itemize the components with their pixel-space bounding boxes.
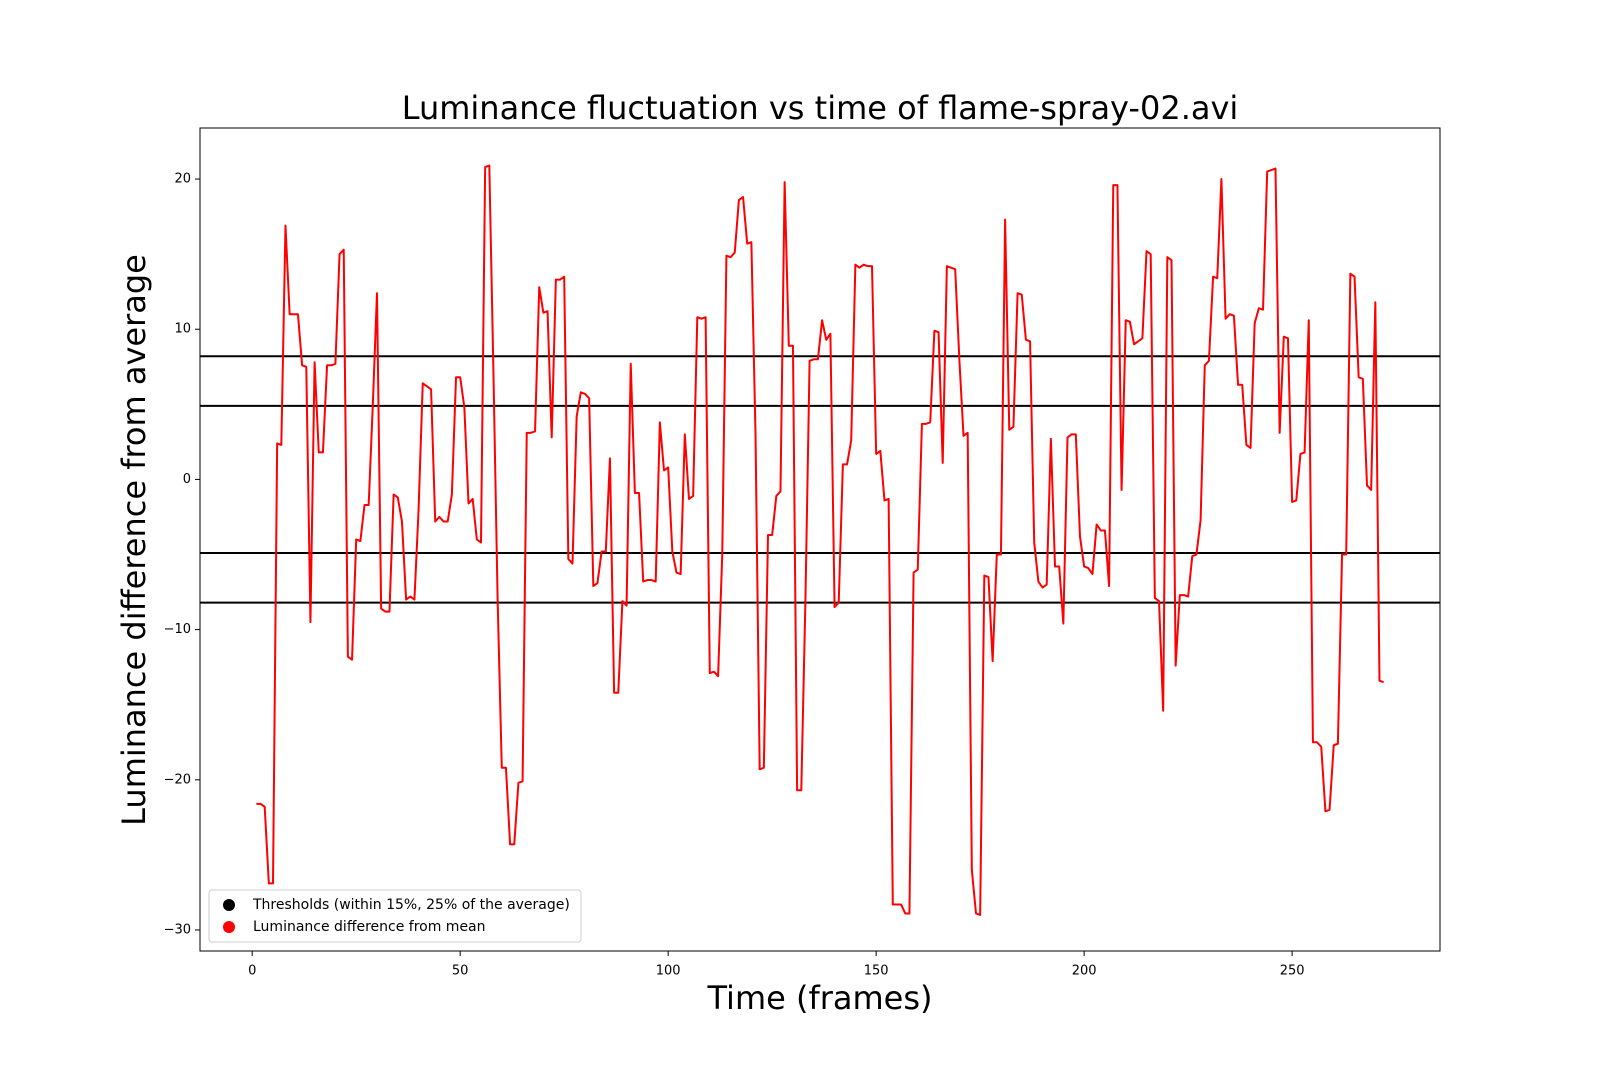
chart-title: Luminance fluctuation vs time of flame-s… (402, 89, 1239, 127)
x-tick-label: 250 (1280, 964, 1305, 979)
y-tick-label: −10 (164, 622, 191, 637)
legend-label: Luminance difference from mean (253, 919, 486, 935)
y-axis-label: Luminance difference from average (115, 254, 153, 826)
legend-label: Thresholds (within 15%, 25% of the avera… (252, 897, 570, 913)
legend-box (208, 889, 582, 943)
y-tick-label: 0 (183, 472, 191, 487)
x-tick-label: 0 (248, 964, 256, 979)
y-tick-label: −20 (164, 772, 191, 787)
x-tick-label: 200 (1072, 964, 1097, 979)
plot-frame (199, 127, 1441, 952)
x-tick-label: 150 (864, 964, 889, 979)
x-tick-label: 100 (656, 964, 681, 979)
x-tick-label: 50 (452, 964, 469, 979)
x-axis-label: Time (frames) (706, 979, 932, 1017)
y-tick-label: 10 (174, 322, 191, 337)
data-line (256, 164, 1384, 916)
legend-marker (223, 921, 235, 933)
legend-marker (223, 899, 235, 911)
y-tick-label: −30 (164, 922, 191, 937)
y-tick-label: 20 (174, 172, 191, 187)
